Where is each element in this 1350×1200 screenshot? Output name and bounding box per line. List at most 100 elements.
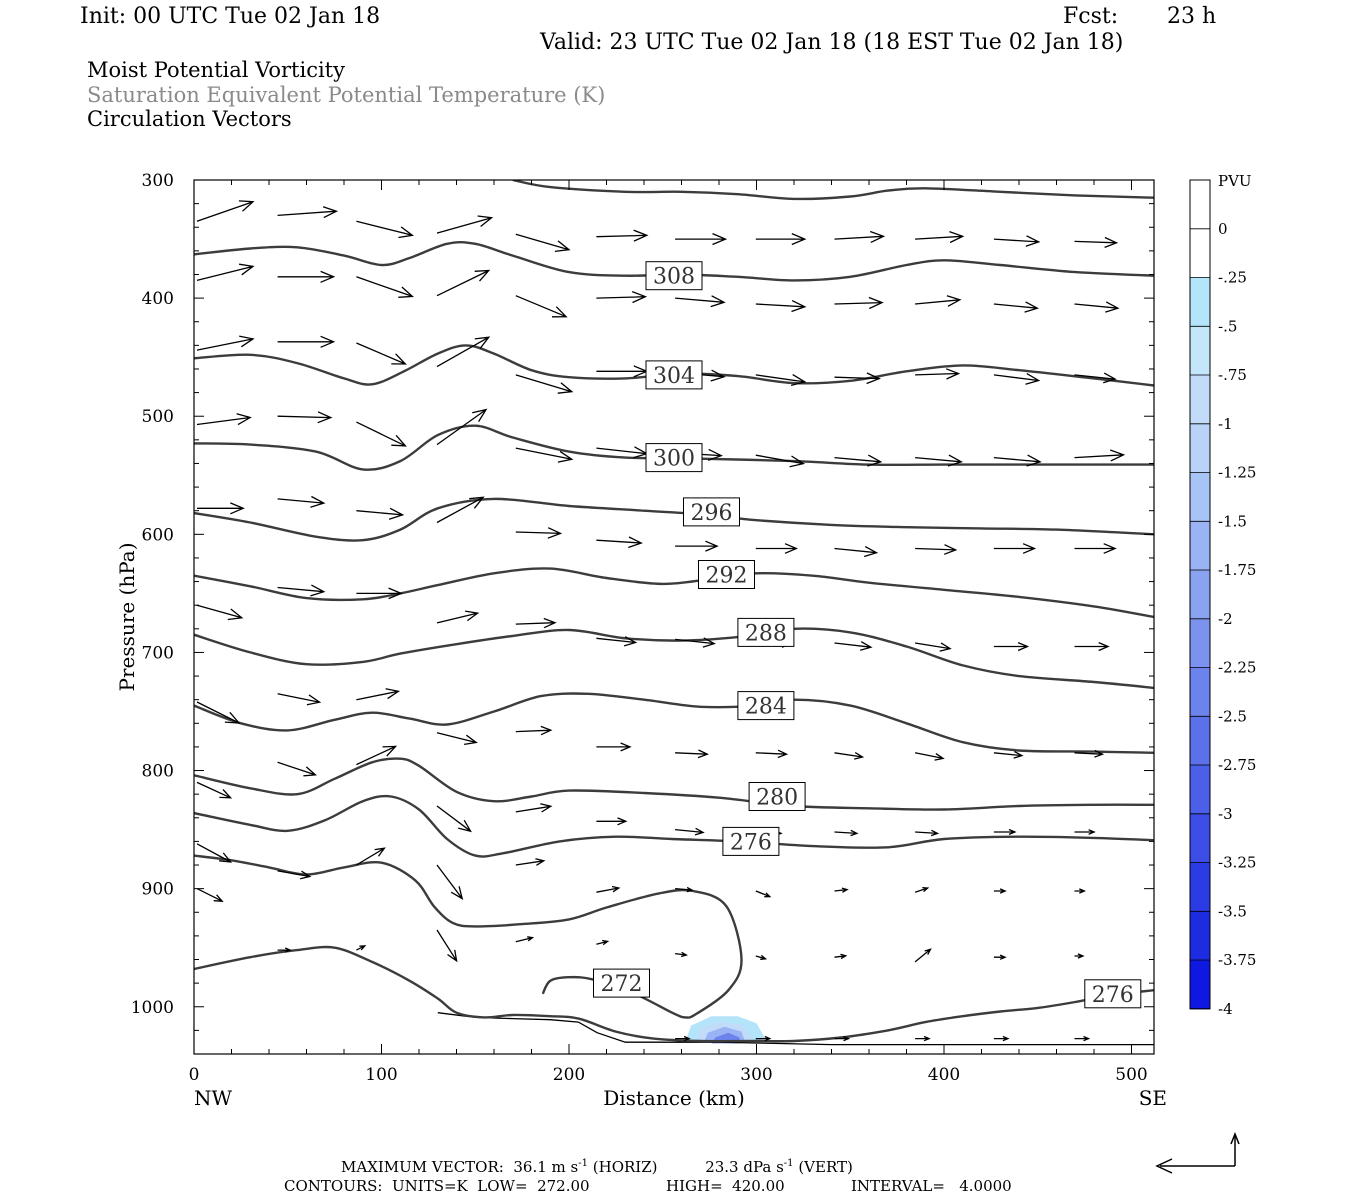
circulation-vector: [1074, 829, 1096, 835]
contour-label-box: [722, 826, 780, 856]
circulation-vector: [196, 888, 224, 902]
colorbar-label: -3.25: [1218, 854, 1256, 872]
axes-layer: 0 100 200 300 400 500 300 400 500 600 700 800 900 100…: [131, 171, 1154, 1085]
circulation-vector: [596, 885, 621, 893]
circulation-vector: [993, 750, 1024, 759]
colorbar-label: -1: [1218, 415, 1233, 433]
x-axis-label: Distance (km): [603, 1086, 745, 1110]
colorbar-label: -1.25: [1218, 464, 1256, 482]
circulation-vector: [356, 276, 414, 298]
colorbar-label: -4: [1218, 1000, 1233, 1018]
circulation-vector: [436, 805, 472, 833]
contour-label: 308: [645, 261, 703, 291]
circulation-vector: [596, 536, 643, 549]
circulation-vector: [675, 951, 688, 958]
circulation-vector: [596, 939, 610, 946]
colorbar-label: -1.75: [1218, 561, 1256, 579]
circulation-vector: [755, 890, 772, 898]
colorbar-label: 0: [1218, 220, 1228, 238]
valid-time: Valid: 23 UTC Tue 02 Jan 18 (18 EST Tue …: [540, 30, 1124, 55]
y-tick-label: 1000: [131, 998, 174, 1018]
circulation-vector: [675, 749, 709, 759]
circulation-vector: [1074, 641, 1110, 652]
circulation-vector: [675, 1035, 691, 1042]
theta-contour-312: [512, 180, 1154, 201]
circulation-vector: [356, 220, 415, 239]
circulation-vector: [993, 373, 1041, 385]
contour-label-text: 280: [756, 786, 798, 811]
circulation-vector: [675, 827, 705, 836]
circulation-vector: [596, 742, 632, 752]
contour-label-text: 296: [691, 501, 733, 526]
contour-label: 280: [748, 782, 806, 811]
contour-label: 304: [645, 360, 703, 390]
circulation-vector: [993, 641, 1030, 652]
contour-label-layer: 308 304 300 296 292 288 284 280 276 272 276: [593, 261, 1142, 1009]
contour-label: 272: [593, 968, 650, 998]
y-tick-label: 800: [142, 762, 174, 782]
horiz-tag: (HORIZ): [588, 1158, 658, 1176]
y-axis-label: Pressure (hPa): [115, 543, 139, 692]
circulation-vector: [196, 604, 244, 621]
circulation-vector: [675, 233, 728, 246]
contour-label: 276: [722, 826, 780, 856]
pv-fill-layer: [475, 1004, 1154, 1044]
circulation-vector: [277, 693, 322, 706]
colorbar-cell: [1190, 960, 1210, 1010]
circulation-vector: [675, 540, 719, 552]
circulation-vector: [993, 954, 1007, 960]
contour-label-box: [1084, 979, 1142, 1009]
y-tick-label: 900: [142, 880, 174, 900]
circulation-vector: [675, 637, 716, 648]
circulation-vector: [834, 953, 848, 960]
circulation-vector: [755, 749, 789, 759]
colorbar-cell: [1190, 472, 1210, 522]
contour-label-text: 288: [745, 621, 787, 646]
circulation-vector: [993, 301, 1039, 313]
circulation-vector: [993, 454, 1042, 467]
vert-tag: (VERT): [793, 1158, 853, 1176]
circulation-vector: [436, 336, 491, 368]
colorbar-label: -1.5: [1218, 512, 1247, 530]
forecast-label: Fcst:: [1063, 4, 1119, 29]
contour-label-text: 276: [1092, 983, 1134, 1008]
colorbar-cell: [1190, 765, 1210, 815]
circulation-vector: [914, 752, 945, 761]
circulation-vector: [196, 701, 241, 724]
circulation-vector: [277, 495, 326, 508]
contour-label-box: [748, 782, 806, 811]
contour-label: 276: [1084, 979, 1142, 1009]
contour-label: 284: [737, 691, 795, 721]
colorbar-cell: [1190, 521, 1210, 571]
circulation-vector: [515, 617, 557, 629]
circulation-vector: [915, 829, 940, 837]
theta-contour-276: [194, 945, 1154, 1043]
circulation-vector: [834, 641, 873, 651]
circulation-vector: [356, 421, 407, 447]
x-left-end-label: NW: [194, 1086, 233, 1110]
contour-label-text: 272: [601, 972, 643, 997]
colorbar-cell: [1190, 375, 1210, 425]
colorbar-label: -3.5: [1218, 902, 1247, 920]
colorbar-label: -2: [1218, 610, 1233, 628]
circulation-vector: [755, 454, 806, 468]
circulation-vector: [1074, 1035, 1091, 1042]
circulation-vector: [197, 502, 245, 515]
contour-label-text: 292: [706, 564, 748, 589]
contour-label-box: [737, 617, 795, 647]
circulation-vector: [596, 365, 649, 378]
circulation-vector: [196, 413, 252, 426]
contours-interval: INTERVAL= 4.0000: [851, 1177, 1012, 1195]
circulation-vector: [993, 828, 1017, 836]
max-vert-value: 23.3 dPa s: [705, 1158, 784, 1176]
circulation-vector: [834, 546, 879, 558]
circulation-vector: [755, 233, 807, 246]
theta-contour-292: [194, 567, 1154, 619]
circulation-vector: [834, 296, 884, 310]
circulation-vector: [834, 454, 883, 467]
contour-label-text: 308: [653, 265, 695, 290]
circulation-vector: [1074, 543, 1117, 554]
contour-label-text: 300: [653, 447, 695, 472]
circulation-vector: [915, 1035, 931, 1042]
